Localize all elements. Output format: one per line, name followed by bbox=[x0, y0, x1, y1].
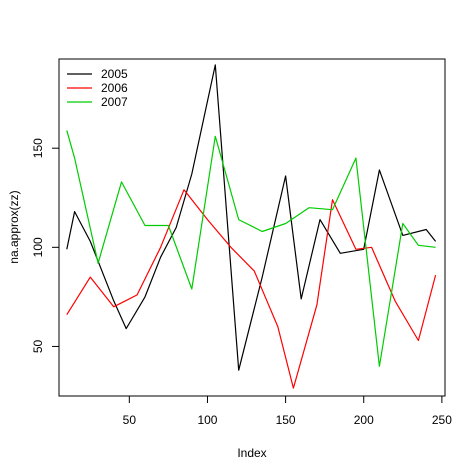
legend-label-2007: 2007 bbox=[101, 95, 128, 109]
y-axis-title: na.approx(zz) bbox=[7, 190, 21, 263]
x-tick-label: 200 bbox=[354, 413, 374, 427]
x-tick-label: 50 bbox=[123, 413, 137, 427]
x-tick-label: 100 bbox=[197, 413, 217, 427]
x-tick-label: 150 bbox=[276, 413, 296, 427]
series-line-2006 bbox=[66, 189, 437, 389]
y-tick-label: 100 bbox=[31, 237, 45, 257]
plot-frame bbox=[58, 58, 446, 397]
y-axis: 50 100 150 bbox=[31, 138, 60, 353]
series-line-2007 bbox=[66, 130, 436, 367]
legend-label-2005: 2005 bbox=[101, 67, 128, 81]
series-line-2005 bbox=[66, 64, 437, 371]
y-tick-label: 150 bbox=[31, 138, 45, 158]
y-tick-label: 50 bbox=[31, 339, 45, 353]
x-axis-title: Index bbox=[237, 446, 266, 460]
legend-label-2006: 2006 bbox=[101, 81, 128, 95]
series-layer bbox=[66, 64, 437, 389]
x-axis: 50 100 150 200 250 bbox=[123, 395, 452, 427]
x-tick-label: 250 bbox=[432, 413, 452, 427]
